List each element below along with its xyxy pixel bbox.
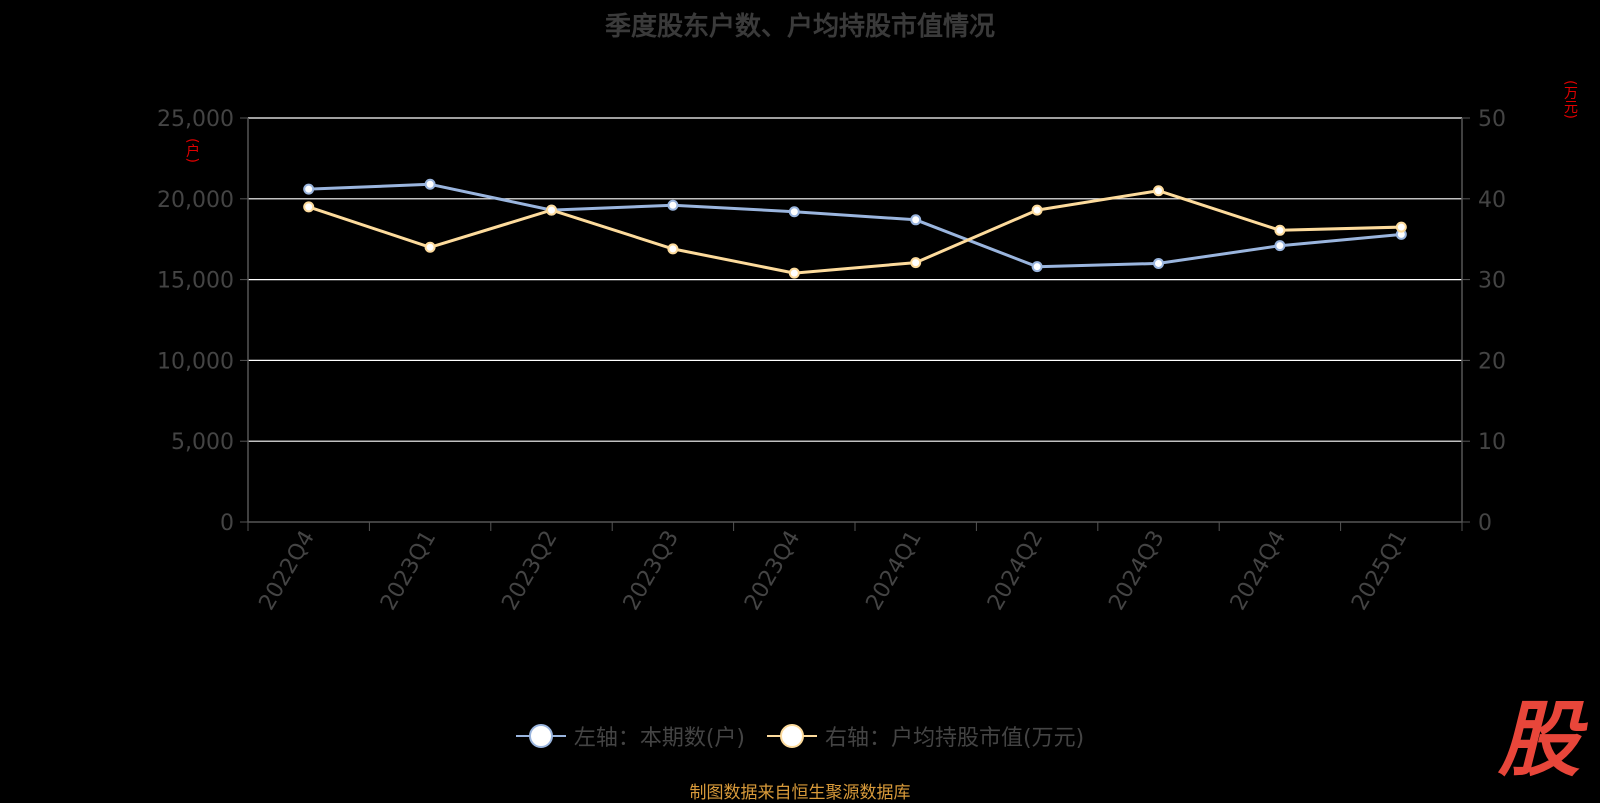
right-axis-tick-label: 0 [1478,511,1492,536]
legend-label-right-series: 右轴：户均持股市值(万元) [825,726,1085,751]
right-axis-tick-label: 50 [1478,107,1506,132]
chart-title: 季度股东户数、户均持股市值情况 [604,12,995,42]
x-axis-category-label: 2024Q3 [1104,527,1169,615]
x-axis-category-label: 2023Q1 [376,527,441,615]
legend-swatch-right-icon [767,723,817,749]
data-point-left [303,183,315,195]
left-axis-tick-label: 0 [220,511,234,536]
chart-legend: 左轴：本期数(户) 右轴：户均持股市值(万元) [0,720,1600,752]
right-axis-unit: (万元) [1562,80,1578,119]
x-axis-category-label: 2023Q4 [740,527,805,615]
x-axis-category-label: 2023Q3 [619,527,684,615]
data-point-right [788,267,800,279]
data-point-left [1153,257,1164,269]
data-source-note: 制图数据来自恒生聚源数据库 [689,783,911,803]
data-point-right [910,257,922,269]
x-axis-category-label: 2025Q1 [1347,527,1412,615]
x-axis-category-label: 2024Q4 [1226,527,1291,615]
left-axis-tick-label: 15,000 [157,269,234,294]
data-point-left [424,178,436,190]
legend-item-right-series[interactable]: 右轴：户均持股市值(万元) [767,720,1084,752]
data-point-right [303,201,315,213]
x-axis-category-label: 2024Q1 [862,527,927,615]
right-axis-tick-label: 20 [1478,349,1506,374]
left-axis-tick-label: 10,000 [157,349,234,374]
legend-label-left-series: 左轴：本期数(户) [573,726,745,751]
data-point-right [1031,204,1043,216]
left-axis-tick-label: 5,000 [171,430,234,455]
data-point-left [788,206,800,218]
data-point-right [424,241,436,253]
right-axis-tick-label: 10 [1478,430,1506,455]
right-axis-tick-label: 30 [1478,269,1506,294]
x-axis-category-label: 2024Q2 [983,527,1048,615]
series-line-left [308,182,1402,269]
line-chart: 0 5,000 10,000 15,000 20,000 25,000 0 10 20 30 40 5… [157,107,1506,615]
data-point-left [910,214,922,226]
data-point-left [1031,261,1043,273]
data-point-left [667,199,679,211]
data-point-right [1395,221,1407,233]
series-line-right [308,189,1402,275]
data-point-right [667,243,679,255]
x-axis-category-label: 2023Q2 [497,527,562,615]
x-axis-category-label: 2022Q4 [255,527,320,615]
left-axis-tick-label: 20,000 [157,188,234,213]
data-point-right [1153,185,1164,197]
left-axis-tick-label: 25,000 [157,107,234,132]
left-axis-unit: (户) [184,138,200,163]
right-axis-tick-label: 40 [1478,188,1506,213]
data-point-right [546,204,557,216]
legend-swatch-left-icon [515,723,566,749]
stock-logo-icon: 股 [1498,693,1580,788]
data-point-left [1274,240,1286,252]
legend-item-left-series[interactable]: 左轴：本期数(户) [515,720,745,752]
data-point-right [1274,224,1286,236]
